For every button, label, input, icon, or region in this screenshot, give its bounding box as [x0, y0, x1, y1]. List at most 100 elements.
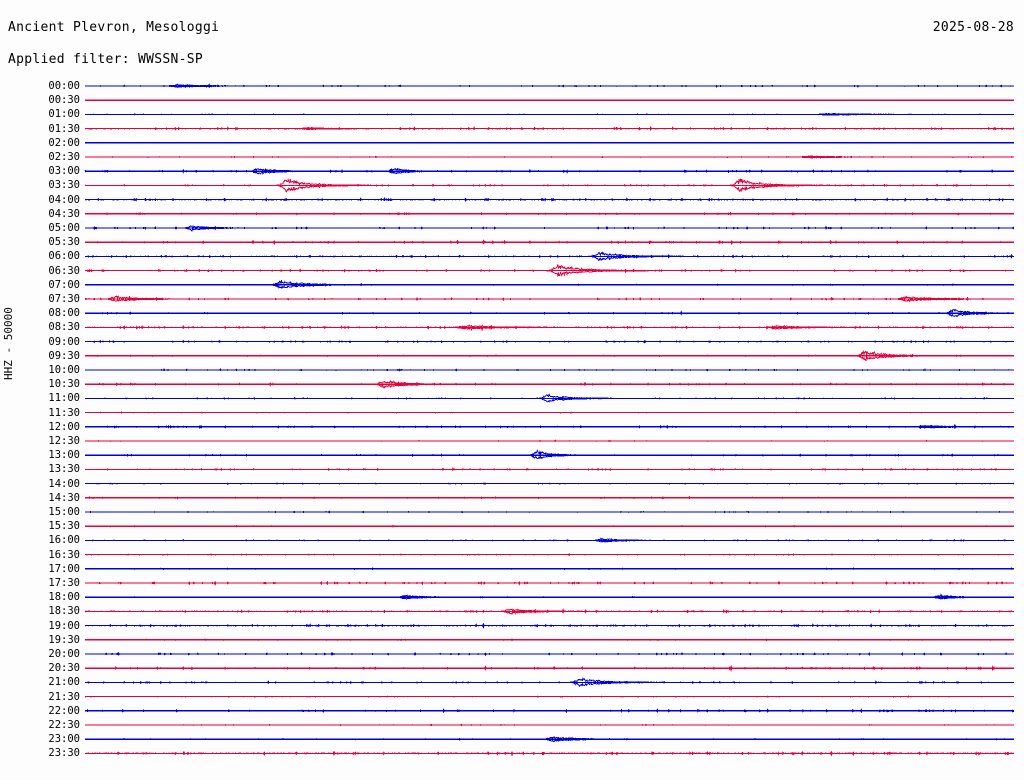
time-label-0400: 04:00 [48, 193, 80, 206]
trace-row-0900 [84, 339, 1015, 344]
trace-row-0930 [84, 349, 1015, 362]
time-label-0530: 05:30 [48, 236, 80, 249]
time-label-1830: 18:30 [48, 605, 80, 618]
time-label-0030: 00:30 [48, 94, 80, 107]
time-label-1300: 13:00 [48, 449, 80, 462]
time-label-2030: 20:30 [48, 662, 80, 675]
trace-row-0700 [84, 279, 1015, 289]
trace-row-1630 [84, 553, 1015, 557]
seismic-traces [84, 83, 1015, 757]
time-label-2300: 23:00 [48, 733, 80, 746]
trace-row-1130 [84, 411, 1015, 414]
trace-row-2230 [84, 723, 1015, 727]
trace-row-1930 [84, 638, 1015, 642]
time-label-1430: 14:30 [48, 491, 80, 504]
time-axis-labels: 00:00 00:30 01:00 01:30 02:00 02:30 03:00 03:30… [24, 78, 80, 778]
time-label-2100: 21:00 [48, 676, 80, 689]
trace-row-0400 [84, 197, 1015, 202]
trace-row-1700 [84, 567, 1015, 571]
time-label-1230: 12:30 [48, 435, 80, 447]
time-label-1330: 13:30 [48, 463, 80, 476]
time-label-0500: 05:00 [48, 222, 80, 234]
trace-row-2100 [84, 677, 1015, 687]
trace-row-1800 [84, 593, 1015, 601]
time-label-1630: 16:30 [48, 548, 80, 561]
time-label-1200: 12:00 [48, 420, 80, 433]
date-label: 2025-08-28 [932, 20, 1014, 35]
time-label-1800: 18:00 [48, 591, 80, 604]
trace-row-0030 [85, 99, 1014, 102]
trace-row-1230 [84, 439, 1015, 443]
time-label-2230: 22:30 [48, 719, 80, 731]
time-label-0630: 06:30 [48, 264, 80, 277]
trace-row-1400 [84, 482, 1015, 485]
time-label-0700: 07:00 [48, 278, 80, 291]
time-label-1130: 11:30 [48, 406, 80, 419]
time-label-1600: 16:00 [48, 534, 80, 547]
filter-label: Applied filter: WWSSN-SP [8, 52, 204, 67]
trace-row-1830 [84, 608, 1015, 615]
trace-row-2330 [84, 750, 1015, 757]
time-label-1900: 19:00 [48, 619, 80, 632]
trace-row-0530 [84, 239, 1015, 246]
trace-row-0730 [84, 295, 1015, 302]
trace-row-1430 [84, 495, 1015, 500]
trace-row-2030 [84, 664, 1015, 673]
trace-row-2000 [84, 651, 1015, 657]
trace-row-1000 [84, 368, 1015, 372]
time-label-0100: 01:00 [48, 108, 80, 121]
time-label-0000: 00:00 [48, 80, 80, 92]
trace-row-0000 [84, 83, 1015, 89]
time-label-1500: 15:00 [48, 506, 80, 518]
time-label-1000: 10:00 [48, 364, 80, 376]
time-label-2130: 21:30 [48, 690, 80, 703]
trace-row-2130 [84, 695, 1015, 698]
time-label-0430: 04:30 [48, 207, 80, 220]
time-label-1730: 17:30 [48, 577, 80, 589]
time-label-2200: 22:00 [48, 704, 80, 717]
time-label-1030: 10:30 [48, 378, 80, 391]
time-label-2000: 20:00 [48, 648, 80, 660]
trace-row-0300 [84, 167, 1015, 175]
time-label-1700: 17:00 [48, 562, 80, 575]
trace-row-1200 [84, 423, 1015, 430]
time-label-0830: 08:30 [48, 321, 80, 334]
trace-row-0630 [84, 264, 1015, 278]
trace-row-1600 [84, 537, 1014, 543]
trace-row-0800 [84, 308, 1015, 318]
trace-row-0500 [84, 225, 1015, 232]
trace-row-0430 [84, 211, 1015, 216]
trace-row-0230 [84, 155, 1015, 159]
trace-row-0330 [84, 178, 1015, 193]
trace-row-0830 [84, 324, 1015, 332]
helicorder-plot: 00:00 00:30 01:00 01:30 02:00 02:30 03:00 03:30… [0, 78, 1024, 778]
time-label-1530: 15:30 [48, 520, 80, 533]
time-label-0900: 09:00 [48, 335, 80, 348]
time-label-0930: 09:30 [48, 349, 80, 362]
time-label-2330: 23:30 [48, 747, 80, 760]
trace-row-2200 [84, 708, 1015, 714]
time-label-0730: 07:30 [48, 293, 80, 305]
trace-row-0100 [84, 112, 1015, 116]
time-label-1930: 19:30 [48, 633, 80, 646]
trace-row-0200 [84, 141, 1015, 144]
time-label-0330: 03:30 [48, 179, 80, 192]
time-label-0600: 06:00 [48, 250, 80, 263]
trace-row-1730 [84, 580, 1015, 586]
trace-row-1330 [84, 467, 1015, 472]
trace-row-1100 [84, 393, 1015, 403]
trace-row-1530 [84, 524, 1015, 528]
trace-row-2300 [84, 736, 1015, 743]
page-title: Ancient Plevron, Mesologgi [8, 20, 220, 35]
time-label-0300: 03:00 [48, 165, 80, 178]
time-label-0800: 08:00 [48, 307, 80, 320]
trace-row-0130 [84, 125, 1015, 131]
time-label-0130: 01:30 [48, 122, 80, 135]
time-label-1400: 14:00 [48, 477, 80, 490]
trace-row-1500 [84, 510, 1015, 514]
trace-row-0600 [84, 251, 1015, 262]
trace-row-1300 [84, 449, 1015, 460]
time-label-0230: 02:30 [48, 151, 80, 163]
trace-row-1900 [84, 622, 1015, 629]
